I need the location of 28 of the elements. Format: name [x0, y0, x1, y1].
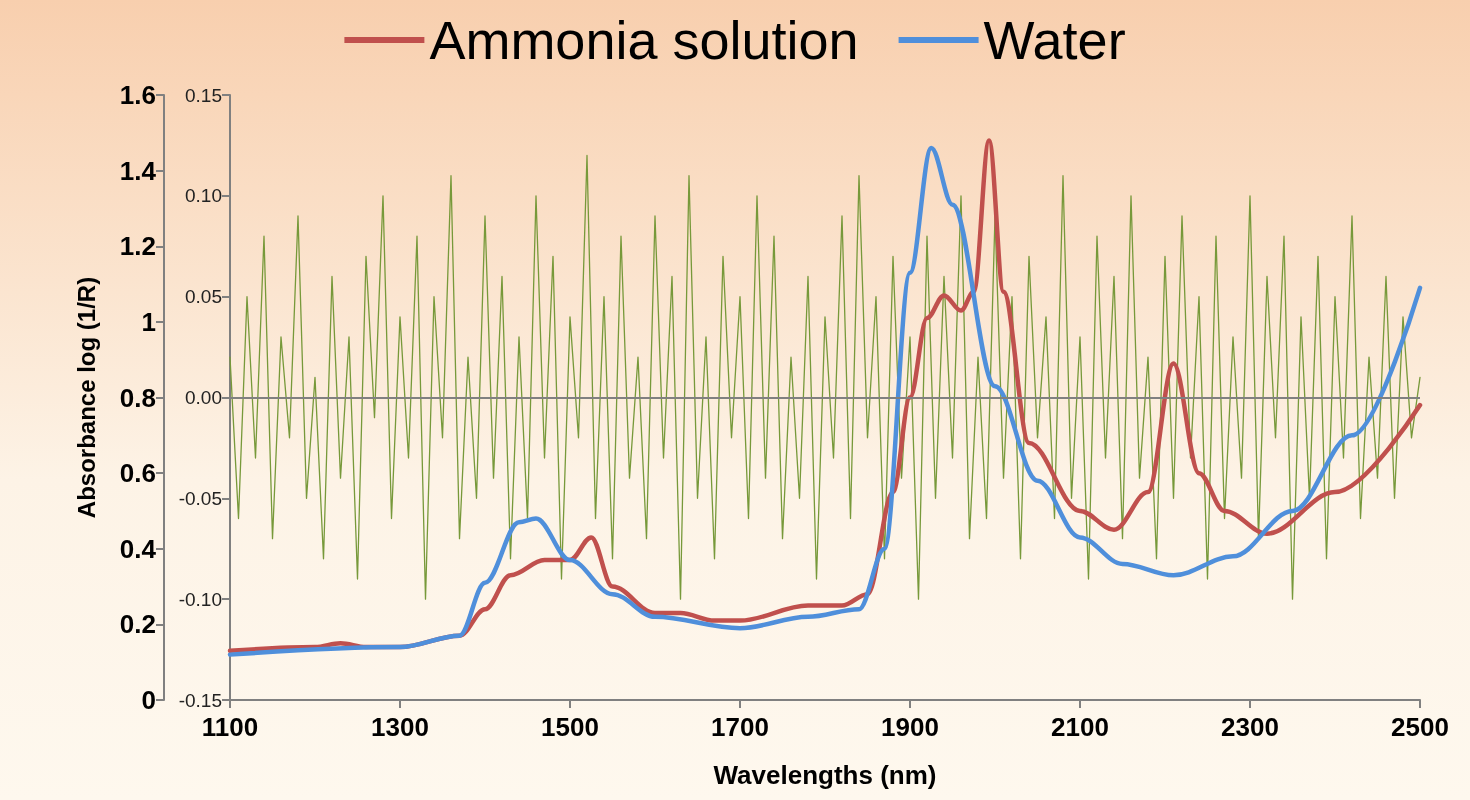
x-tick-label: 1700 [711, 712, 769, 742]
y-tick-label: 1.2 [119, 231, 156, 262]
x-tick-label: 2500 [1391, 712, 1449, 742]
y2-tick-label: 0.10 [185, 185, 222, 207]
legend-label: Ammonia solution [429, 10, 859, 70]
x-tick-label: 1100 [201, 712, 259, 742]
x-tick-label: 2100 [1051, 712, 1109, 742]
y2-tick-label: 0.05 [185, 286, 222, 308]
y2-tick-label: -0.05 [178, 487, 222, 509]
x-axis-title: Wavelengths (nm) [713, 760, 937, 790]
y2-tick-label: 0.00 [185, 387, 222, 408]
x-tick-label: 2300 [1221, 712, 1279, 742]
y-tick-label: 0 [141, 685, 156, 715]
y2-tick-label: 0.15 [185, 84, 222, 106]
y-tick-label: 0.2 [119, 609, 156, 640]
y-tick-label: 0.4 [119, 533, 157, 564]
y2-tick-label: -0.10 [178, 588, 222, 610]
y-tick-label: 0.6 [119, 458, 156, 489]
legend-label: Water [983, 10, 1126, 70]
y-axis-title: Absorbance log (1/R) [72, 276, 100, 519]
y-tick-label: 1.6 [119, 80, 156, 110]
y-tick-label: 1.4 [119, 155, 157, 186]
x-tick-label: 1300 [371, 712, 429, 742]
x-tick-label: 1500 [541, 712, 599, 742]
y2-tick-label: -0.15 [178, 689, 222, 711]
y-tick-label: 0.8 [119, 382, 156, 413]
y-tick-label: 1 [141, 306, 156, 337]
x-tick-label: 1900 [881, 712, 939, 742]
